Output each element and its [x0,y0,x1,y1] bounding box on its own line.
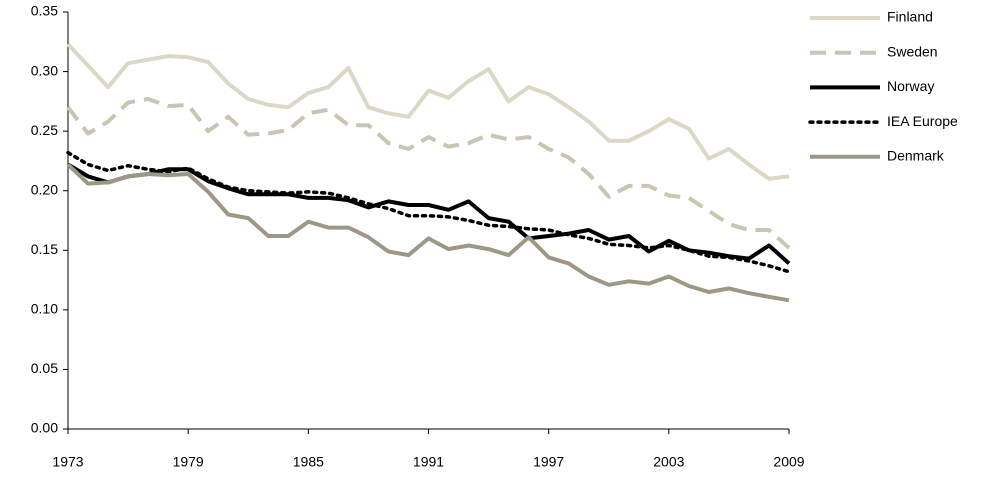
x-tick-label: 1985 [293,454,324,470]
legend-label: Norway [887,78,934,94]
y-tick-label: 0.15 [31,241,58,257]
y-tick-label: 0.00 [31,420,58,436]
legend-label: IEA Europe [887,113,958,129]
y-tick-label: 0.05 [31,360,58,376]
x-tick-label: 2009 [773,454,804,470]
x-tick-label: 1973 [52,454,83,470]
series-line [66,162,791,265]
legend-label: Denmark [887,148,945,164]
x-tick-label: 1979 [173,454,204,470]
x-tick-label: 1991 [413,454,444,470]
series-line [66,97,791,250]
series-line [66,42,790,181]
legend-label: Finland [887,9,933,25]
series-line [66,150,791,274]
y-tick-label: 0.35 [31,3,58,19]
y-tick-label: 0.25 [31,122,58,138]
x-tick-label: 2003 [653,454,684,470]
series-line [66,163,790,303]
y-tick-label: 0.30 [31,62,58,78]
x-tick-label: 1997 [533,454,564,470]
y-tick-label: 0.10 [31,301,58,317]
legend-label: Sweden [887,43,938,59]
y-tick-label: 0.20 [31,181,58,197]
